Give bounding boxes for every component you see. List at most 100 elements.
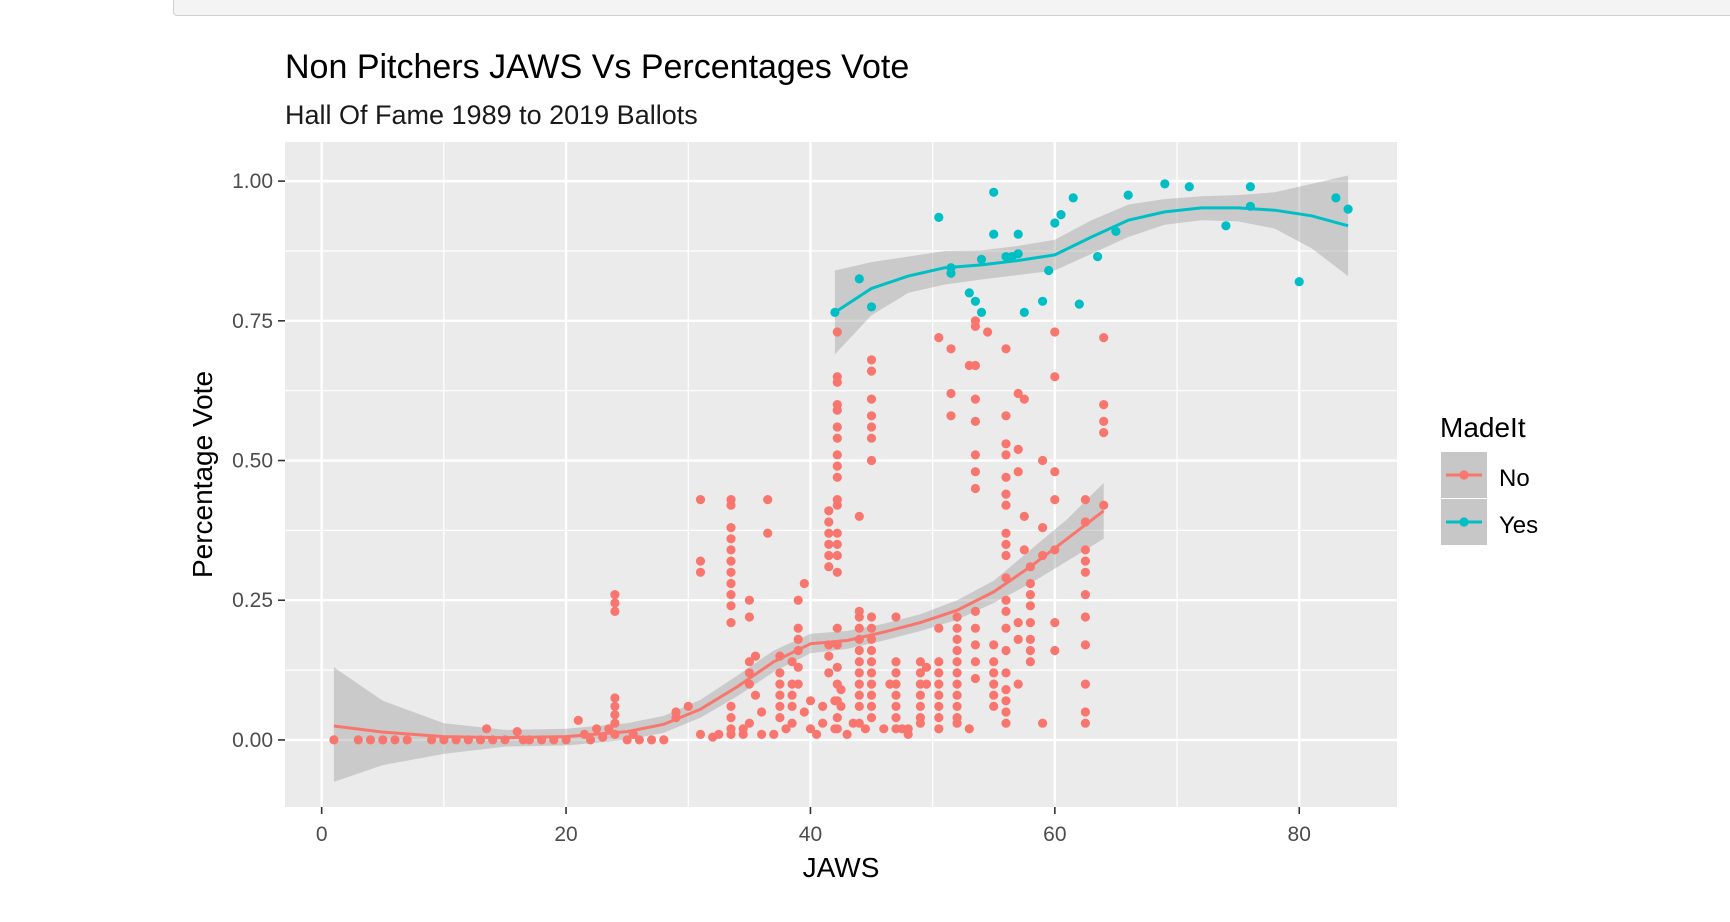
point-no	[832, 567, 842, 577]
y-tick-label: 1.00	[232, 170, 273, 193]
point-no	[824, 517, 834, 527]
point-no	[1025, 645, 1035, 656]
legend: MadeIt No Yes	[1440, 412, 1538, 545]
point-no	[1001, 606, 1011, 617]
point-no	[714, 729, 724, 740]
top-panel-frame	[173, 0, 1730, 16]
point-no	[952, 690, 962, 700]
point-no	[832, 450, 842, 460]
point-no	[866, 634, 877, 645]
point-no	[854, 612, 864, 622]
point-no	[757, 707, 767, 717]
point-no	[390, 735, 400, 745]
point-no	[1080, 640, 1090, 650]
point-no	[866, 690, 877, 700]
x-tick-label: 60	[1043, 823, 1066, 846]
point-no	[781, 724, 791, 734]
point-no	[832, 472, 842, 482]
point-no	[989, 657, 999, 667]
confidence-band-yes	[834, 175, 1349, 355]
point-no	[832, 724, 842, 734]
point-no	[1001, 411, 1011, 421]
point-no	[1013, 444, 1023, 454]
point-no	[750, 690, 761, 700]
point-no	[750, 651, 761, 661]
point-no	[775, 679, 785, 689]
point-no	[866, 657, 877, 667]
point-no	[824, 562, 834, 572]
point-no	[1001, 539, 1011, 550]
point-no	[1099, 400, 1109, 410]
point-no	[934, 690, 944, 700]
point-yes	[1056, 210, 1066, 220]
data-points	[329, 179, 1353, 745]
point-no	[1001, 528, 1011, 538]
point-no	[1019, 545, 1029, 555]
point-no	[1001, 707, 1011, 717]
point-no	[921, 662, 932, 672]
point-no	[744, 718, 755, 728]
point-no	[934, 679, 944, 689]
point-no	[832, 539, 842, 550]
point-no	[402, 735, 412, 745]
point-no	[1038, 455, 1048, 466]
point-yes	[1331, 193, 1341, 203]
point-no	[866, 366, 877, 376]
point-no	[934, 701, 944, 712]
point-no	[832, 327, 842, 337]
point-no	[866, 612, 877, 622]
chart-title: Non Pitchers JAWS Vs Percentages Vote	[285, 48, 909, 86]
y-tick-label: 0.25	[232, 589, 273, 612]
point-no	[726, 713, 736, 723]
axis-ticks: 0 20 40 60 80 0.00 0.25 0.50 0.75 1.00	[232, 170, 1311, 846]
point-no	[983, 327, 993, 337]
point-no	[1019, 394, 1029, 404]
point-no	[934, 623, 944, 633]
legend-label-no: No	[1499, 465, 1530, 492]
point-no	[952, 679, 962, 689]
point-no	[799, 578, 809, 589]
point-no	[854, 690, 864, 700]
point-no	[832, 500, 842, 510]
point-no	[775, 668, 785, 678]
point-no	[934, 657, 944, 667]
point-no	[989, 679, 999, 689]
x-tick-label: 80	[1288, 823, 1311, 846]
point-no	[1099, 416, 1109, 426]
point-no	[1080, 567, 1090, 577]
point-no	[824, 550, 834, 561]
point-no	[903, 724, 913, 734]
point-no	[832, 713, 842, 723]
point-no	[744, 612, 755, 622]
point-no	[860, 724, 871, 734]
point-no	[738, 729, 748, 740]
point-no	[946, 388, 956, 399]
point-no	[1013, 467, 1023, 477]
point-yes	[1013, 229, 1023, 239]
point-yes	[946, 268, 956, 278]
point-no	[1013, 388, 1023, 399]
legend-keys	[1441, 452, 1487, 545]
point-no	[726, 590, 736, 600]
point-no	[970, 673, 981, 684]
point-no	[1080, 718, 1090, 728]
point-no	[1080, 590, 1090, 600]
point-no	[854, 679, 864, 689]
point-no	[512, 727, 522, 737]
point-no	[989, 640, 999, 650]
point-no	[854, 511, 864, 521]
point-no	[726, 701, 736, 712]
point-no	[726, 729, 736, 740]
point-no	[879, 724, 889, 734]
point-no	[824, 651, 834, 661]
confidence-band-no	[333, 482, 1104, 782]
point-no	[787, 657, 797, 667]
point-no	[866, 668, 877, 678]
point-no	[832, 696, 842, 706]
point-yes	[1044, 265, 1054, 276]
point-no	[952, 612, 962, 622]
point-no	[1001, 500, 1011, 510]
point-yes	[1221, 221, 1231, 231]
point-no	[970, 483, 981, 494]
point-no	[824, 539, 834, 550]
